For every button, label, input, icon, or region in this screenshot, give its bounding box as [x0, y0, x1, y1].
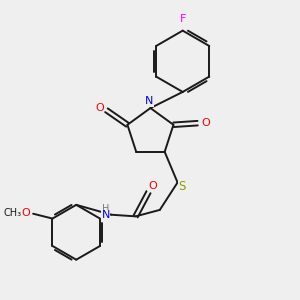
Text: O: O: [95, 103, 104, 113]
Text: O: O: [201, 118, 210, 128]
Text: N: N: [101, 210, 110, 220]
Text: N: N: [145, 96, 153, 106]
Text: S: S: [179, 180, 186, 193]
Text: F: F: [179, 14, 186, 24]
Text: O: O: [22, 208, 30, 218]
Text: H: H: [102, 204, 109, 214]
Text: CH₃: CH₃: [3, 208, 21, 218]
Text: O: O: [148, 181, 157, 191]
